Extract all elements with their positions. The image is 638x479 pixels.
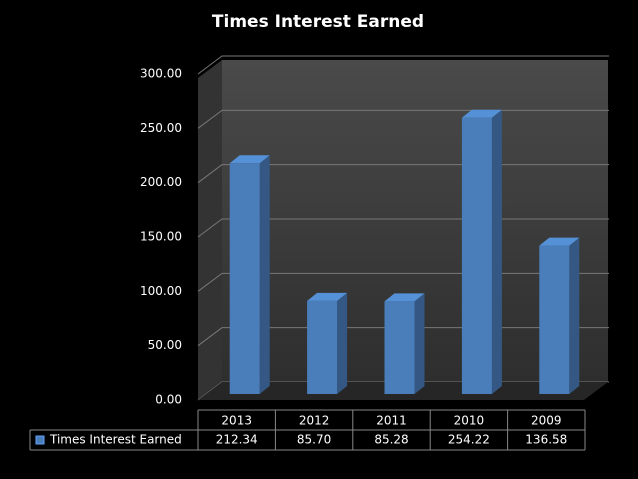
bar-top — [461, 109, 502, 118]
bar — [384, 301, 415, 394]
table-value: 212.34 — [216, 433, 258, 447]
bar-top — [539, 237, 580, 246]
side-wall — [198, 60, 222, 400]
bar — [307, 300, 338, 394]
bar-top — [229, 155, 270, 164]
y-tick-label: 150.00 — [140, 230, 182, 244]
bar-side — [569, 237, 580, 394]
y-tick-label: 200.00 — [140, 175, 182, 189]
bar-top — [307, 292, 348, 301]
data-table — [29, 409, 586, 451]
y-tick-label: 0.00 — [155, 393, 182, 407]
table-category: 2010 — [454, 414, 485, 428]
table-value: 254.22 — [448, 433, 490, 447]
y-tick-label: 300.00 — [140, 67, 182, 81]
table-category: 2011 — [376, 414, 407, 428]
chart-title: Times Interest Earned — [212, 12, 424, 32]
y-tick-label: 100.00 — [140, 284, 182, 298]
legend-key — [35, 435, 45, 445]
y-tick-label: 50.00 — [148, 338, 182, 352]
bar-side — [491, 109, 502, 395]
table-value: 85.28 — [374, 433, 408, 447]
table-value: 136.58 — [525, 433, 567, 447]
y-tick-label: 250.00 — [140, 121, 182, 135]
table-value: 85.70 — [297, 433, 331, 447]
bar — [229, 163, 260, 394]
bar — [461, 117, 492, 395]
bar-side — [337, 292, 348, 394]
legend-label: Times Interest Earned — [49, 433, 182, 447]
table-category: 2009 — [531, 414, 562, 428]
bar-side — [259, 155, 270, 394]
bar-top — [384, 293, 425, 302]
table-category: 2013 — [221, 414, 252, 428]
table-category: 2012 — [299, 414, 330, 428]
grid-line — [197, 55, 609, 75]
bar-side — [414, 293, 425, 394]
bar — [539, 245, 570, 394]
